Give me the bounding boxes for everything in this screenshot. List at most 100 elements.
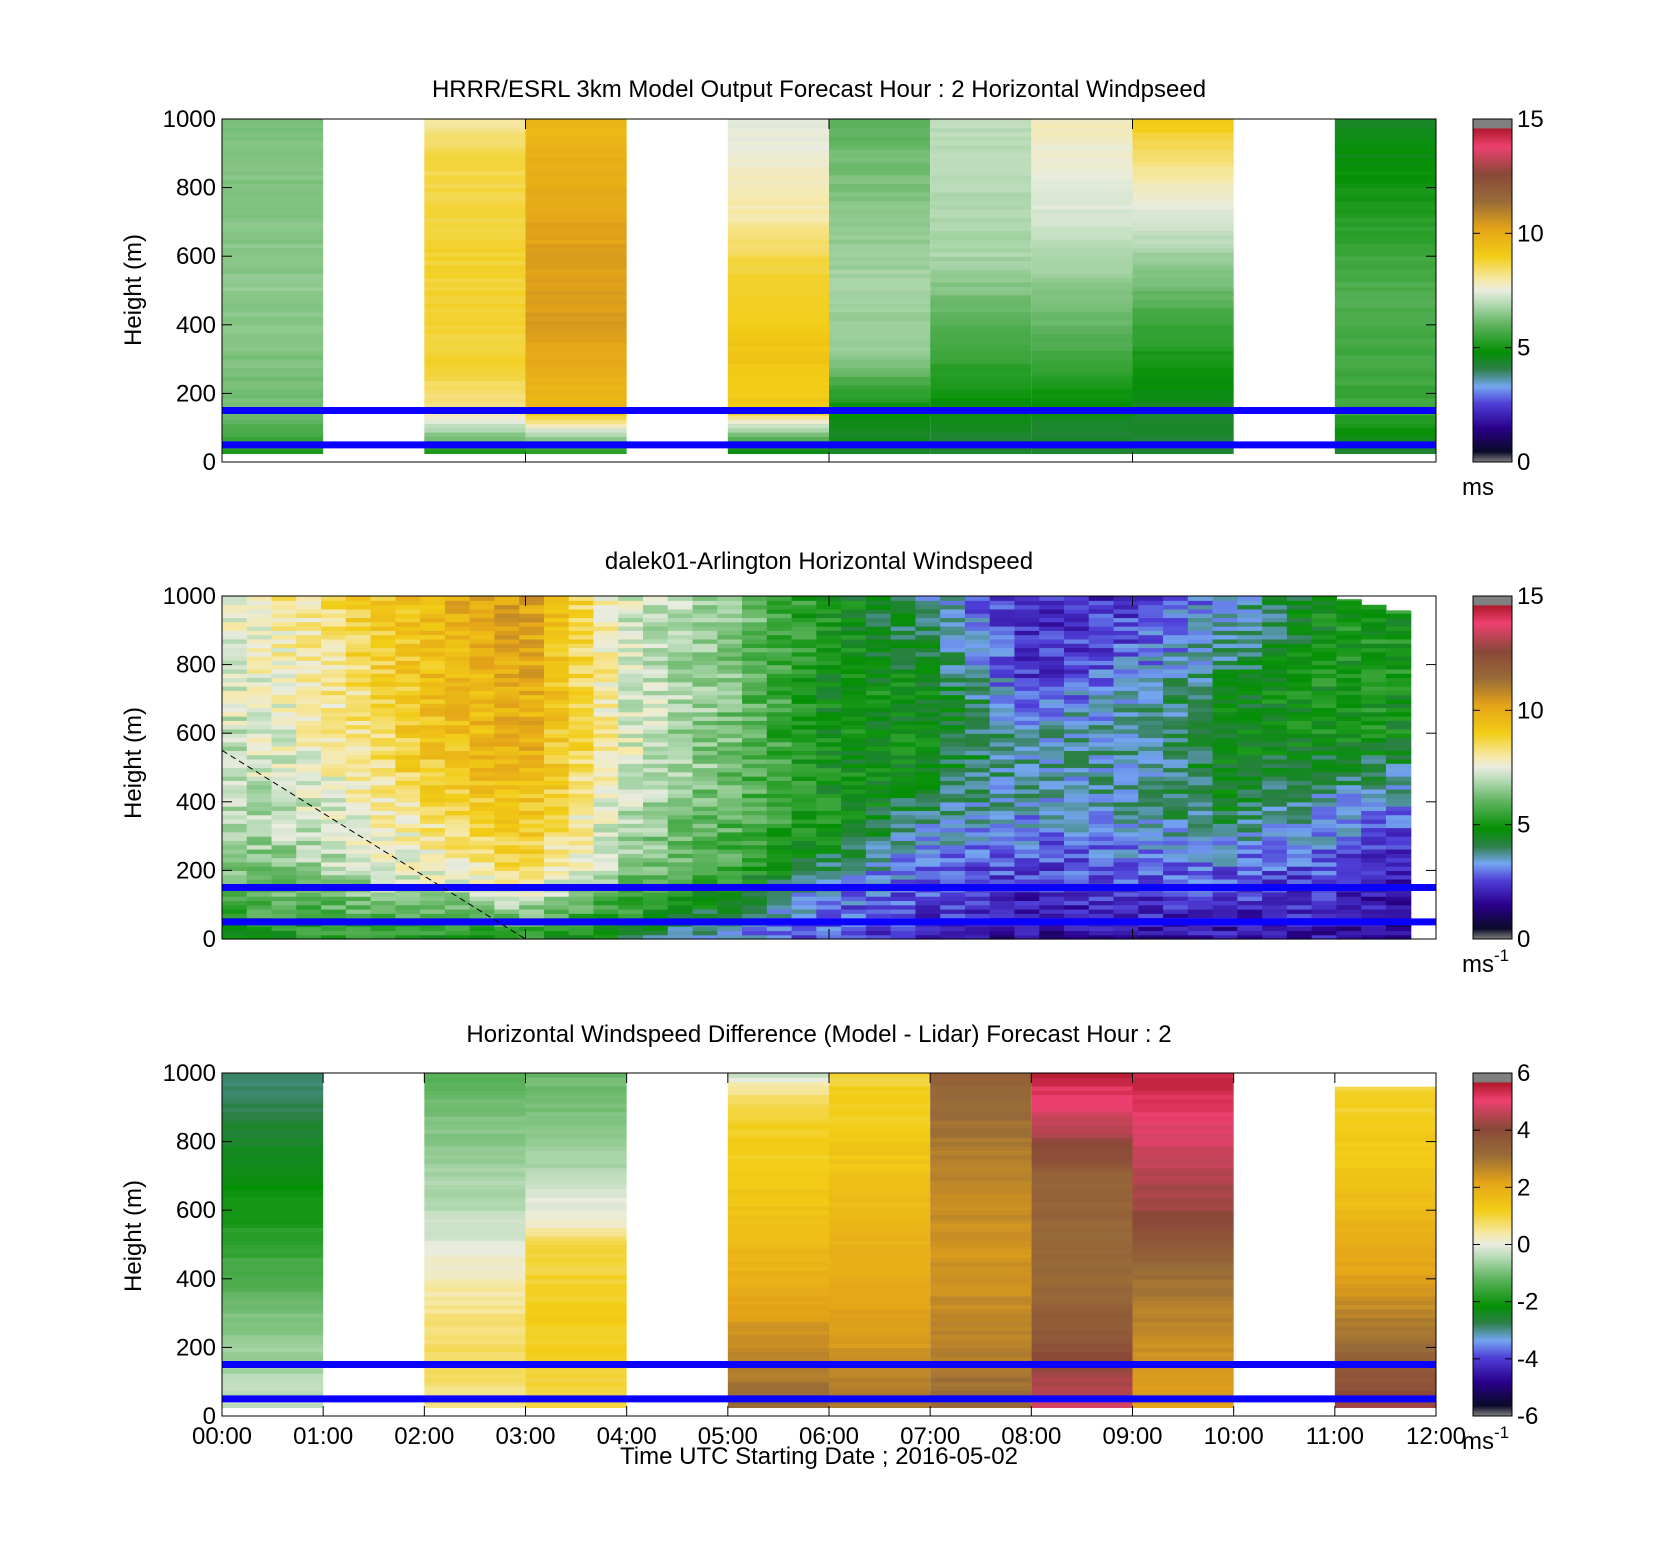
lidar-cell: [395, 634, 421, 640]
lidar-cell: [841, 793, 867, 799]
lidar-cell: [444, 866, 471, 871]
model-cell: [829, 187, 931, 193]
lidar-cell: [444, 630, 471, 636]
lidar-cell: [865, 698, 892, 704]
model-cell: [1334, 187, 1436, 193]
lidar-cell: [1286, 720, 1313, 726]
lidar-cell: [816, 754, 842, 760]
lidar-cell: [1385, 836, 1412, 841]
lidar-cell: [1187, 908, 1214, 914]
lidar-cell: [989, 930, 1016, 936]
model-cell: [1334, 191, 1436, 197]
lidar-cell: [816, 694, 842, 700]
model-cell: [222, 204, 324, 210]
lidar-cell: [1088, 814, 1115, 820]
lidar-cell: [1039, 647, 1065, 653]
lidar-cell: [766, 651, 793, 657]
lidar-cell: [717, 801, 743, 807]
lidar-cell: [766, 638, 793, 644]
model-cell: [727, 273, 829, 279]
lidar-cell: [717, 866, 743, 871]
lidar-cell: [989, 784, 1016, 790]
lidar-cell: [246, 767, 273, 773]
lidar-cell: [1187, 634, 1214, 640]
lidar-cell: [692, 908, 718, 914]
lidar-cell: [1336, 728, 1362, 734]
model-cell: [222, 376, 324, 382]
lidar-cell: [915, 900, 941, 906]
lidar-cell: [1163, 724, 1189, 730]
lidar-cell: [321, 836, 347, 841]
lidar-cell: [865, 604, 892, 610]
lidar-cell: [246, 793, 273, 799]
model-cell: [1334, 423, 1436, 429]
lidar-cell: [345, 908, 372, 914]
lidar-cell: [420, 801, 446, 807]
lidar-cell: [816, 673, 842, 679]
lidar-cell: [1113, 634, 1139, 640]
lidar-cell: [766, 630, 793, 636]
lidar-cell: [618, 926, 644, 932]
lidar-cell: [1064, 767, 1090, 773]
lidar-cell: [345, 703, 372, 709]
lidar-cell: [742, 754, 768, 760]
lidar-cell: [1311, 638, 1338, 644]
lidar-cell: [816, 724, 842, 730]
lidar-cell: [692, 596, 718, 601]
difference-cell: [222, 1154, 324, 1160]
lidar-cell: [1311, 698, 1338, 704]
lidar-cell: [618, 737, 644, 743]
lidar-cell: [1212, 896, 1238, 902]
lidar-cell: [791, 668, 817, 674]
lidar-cell: [692, 716, 718, 721]
model-cell: [829, 307, 931, 313]
lidar-cell: [543, 814, 570, 820]
model-cell: [222, 350, 324, 356]
model-cell: [1334, 251, 1436, 257]
lidar-cell: [1286, 630, 1313, 636]
lidar-cell: [989, 900, 1016, 906]
model-cell: [222, 157, 324, 163]
lidar-cell: [989, 827, 1016, 833]
lidar-cell: [667, 840, 694, 846]
lidar-cell: [370, 626, 396, 631]
lidar-cell: [345, 643, 372, 649]
lidar-cell: [519, 746, 545, 751]
lidar-cell: [469, 613, 496, 619]
lidar-cell: [1187, 934, 1214, 940]
lidar-cell: [816, 656, 842, 661]
difference-cell: [222, 1338, 324, 1344]
lidar-cell: [865, 848, 892, 854]
lidar-cell: [865, 694, 892, 700]
lidar-cell: [1163, 634, 1189, 640]
lidar-cell: [444, 904, 471, 910]
lidar-cell: [370, 831, 396, 837]
lidar-cell: [593, 668, 619, 674]
lidar-cell: [1014, 651, 1040, 657]
difference-cell: [222, 1274, 324, 1280]
model-cell: [829, 243, 931, 249]
lidar-cell: [717, 900, 743, 906]
lidar-cell: [890, 673, 917, 679]
difference-cell: [727, 1175, 829, 1181]
lidar-cell: [420, 904, 446, 910]
lidar-cell: [1138, 694, 1164, 700]
lidar-cell: [1262, 746, 1288, 751]
lidar-cell: [395, 656, 421, 661]
lidar-cell: [494, 831, 520, 837]
lidar-cell: [618, 878, 644, 884]
lidar-cell: [1336, 716, 1362, 721]
lidar-cell: [1237, 776, 1263, 781]
model-cell: [930, 277, 1032, 283]
lidar-cell: [618, 866, 644, 871]
lidar-cell: [444, 896, 471, 902]
model-cell: [727, 427, 829, 433]
lidar-cell: [395, 694, 421, 700]
lidar-cell: [370, 630, 396, 636]
lidar-cell: [964, 720, 991, 726]
lidar-cell: [717, 810, 743, 816]
lidar-cell: [841, 741, 867, 747]
lidar-cell: [1311, 617, 1338, 623]
lidar-y-tick-label: 600: [176, 720, 216, 747]
lidar-cell: [568, 840, 595, 846]
